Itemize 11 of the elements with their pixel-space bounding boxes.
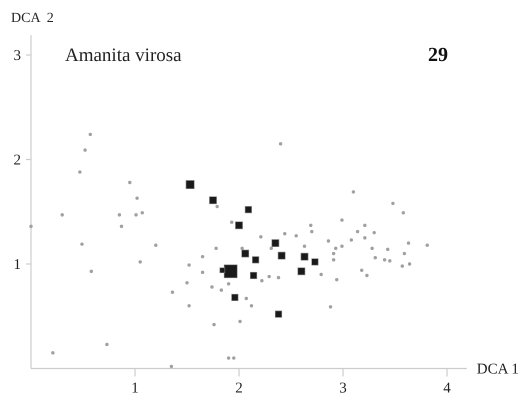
- y-axis-title: DCA 2: [11, 11, 54, 26]
- y-tick-label: 1: [14, 257, 21, 273]
- x-tick-label: 2: [235, 380, 243, 396]
- x-tick-label: 3: [339, 380, 347, 396]
- y-tick-label: 3: [14, 48, 21, 64]
- x-axis-title: DCA 1: [476, 362, 519, 378]
- x-tick-label: 1: [131, 380, 139, 396]
- annotation: 29: [428, 44, 448, 66]
- y-tick-label: 2: [14, 152, 21, 168]
- x-tick-label: 4: [443, 380, 452, 396]
- text: Amanita virosa: [65, 45, 182, 66]
